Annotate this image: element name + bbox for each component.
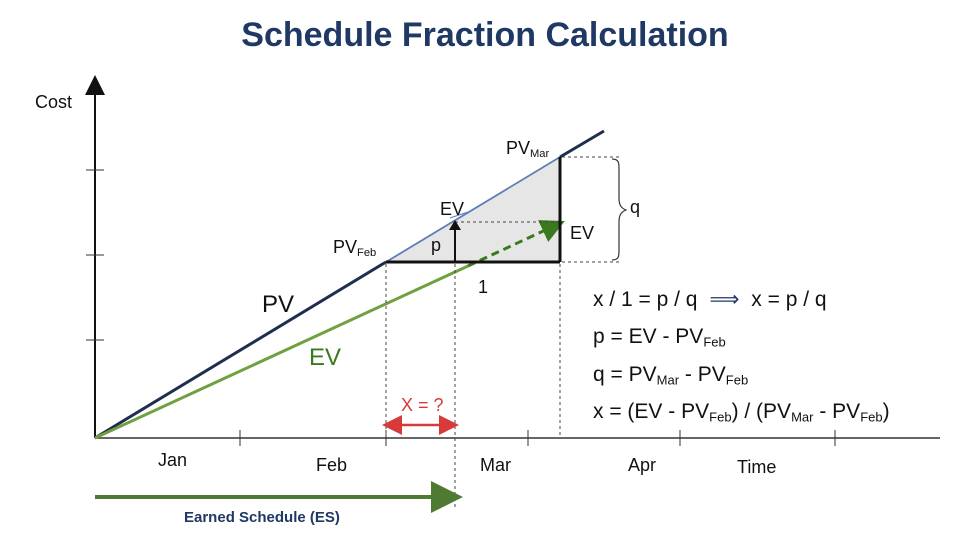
month-label-feb: Feb: [316, 455, 348, 475]
x-axis-label: Time: [737, 457, 777, 477]
pv-line-upper: [559, 129, 605, 159]
pv-line: [94, 260, 387, 440]
x-unknown-label: X = ?: [401, 395, 444, 415]
ev-upper-label: EV: [440, 199, 465, 219]
formula-ratio: x / 1 = p / q ⟹ x = p / q: [593, 288, 827, 311]
pv-line-label: PV: [262, 291, 295, 318]
formula-p: p = EV - PVFeb: [593, 325, 726, 350]
earned-schedule-label: Earned Schedule (ES): [184, 509, 340, 526]
ev-pointer-line: [449, 211, 469, 219]
formula-x: x = (EV - PVFeb) / (PVMar - PVFeb): [593, 400, 890, 425]
triangle-hypotenuse: [385, 156, 561, 263]
page-title: Schedule Fraction Calculation: [241, 16, 729, 54]
ev-line: [94, 264, 469, 440]
pv-feb-label: PVFeb: [333, 237, 377, 259]
ev-right-label: EV: [570, 223, 595, 243]
formula-q: q = PVMar - PVFeb: [593, 363, 749, 388]
month-label-mar: Mar: [480, 455, 511, 475]
y-axis-label: Cost: [35, 92, 73, 112]
q-brace: [611, 158, 628, 261]
one-label: 1: [478, 277, 489, 297]
pv-mar-label: PVMar: [506, 138, 550, 160]
implies-arrow-icon: ⟹: [709, 288, 740, 311]
month-label-jan: Jan: [158, 450, 188, 470]
p-label: p: [431, 235, 442, 255]
p-arrowhead: [449, 220, 461, 230]
month-label-apr: Apr: [628, 455, 657, 475]
ev-projection-dashed: [467, 220, 565, 268]
q-label: q: [630, 197, 641, 217]
ev-line-label: EV: [309, 344, 342, 371]
